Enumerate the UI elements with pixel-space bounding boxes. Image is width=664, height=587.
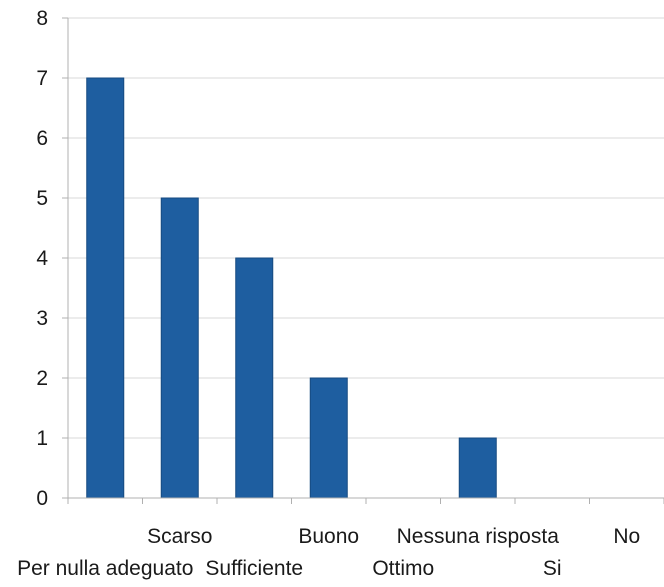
bar: [160, 197, 199, 499]
bar: [235, 257, 274, 499]
y-axis: 0 1 2 3 4 5 6 7 8: [36, 7, 69, 510]
y-tick-label: 7: [36, 67, 48, 90]
gridlines: [68, 17, 664, 439]
x-tick-label: Ottimo: [372, 557, 434, 580]
x-tick-label: Per nulla adeguato: [17, 557, 193, 580]
x-tick-label: Scarso: [147, 525, 212, 548]
x-tick-label: Nessuna risposta: [397, 525, 560, 548]
bar: [86, 77, 125, 499]
y-tick-label: 3: [36, 307, 48, 330]
x-tick-label: Sufficiente: [205, 557, 303, 580]
bar: [458, 437, 497, 499]
y-tick-label: 4: [36, 247, 48, 270]
x-axis: Per nulla adeguato Scarso Sufficiente Buono…: [17, 497, 664, 580]
y-tick-label: 6: [36, 127, 48, 150]
y-tick-label: 0: [36, 487, 48, 510]
x-tick-label: Si: [543, 557, 562, 580]
x-tick-label: No: [613, 525, 640, 548]
bars: [86, 77, 497, 499]
y-tick-label: 5: [36, 187, 48, 210]
y-tick-label: 8: [36, 7, 48, 30]
y-tick-label: 2: [36, 367, 48, 390]
x-tick-label: Buono: [298, 525, 359, 548]
bar: [309, 377, 348, 499]
y-tick-label: 1: [36, 427, 48, 450]
